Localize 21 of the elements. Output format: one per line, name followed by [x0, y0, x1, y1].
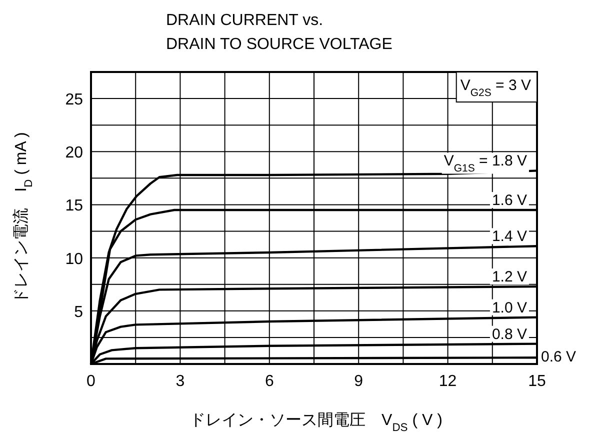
x-tick-label: 9: [354, 373, 364, 390]
series-label: 1.6 V: [492, 192, 527, 210]
series-label: 1.4 V: [492, 228, 527, 246]
x-tick-label: 6: [264, 373, 274, 390]
y-tick-label: 10: [65, 250, 84, 268]
y-tick-label: 25: [65, 92, 84, 109]
y-tick-label: 20: [65, 144, 84, 162]
annotation: V$_{G2S}$ = 3 V: [460, 77, 531, 99]
y-tick-label: 15: [65, 198, 84, 215]
y-tick-label: 5: [74, 304, 84, 321]
x-tick-label: 12: [438, 373, 457, 390]
series-label: 0.8 V: [492, 326, 527, 343]
x-axis-title: ドレイン・ソース間電圧 V$_{DS}$ ( V ): [190, 412, 442, 434]
series-label: 1.0 V: [492, 299, 527, 316]
series-label: V$_{G1S}$ = 1.8 V: [444, 152, 527, 175]
x-tick-label: 0: [86, 373, 96, 390]
x-tick-label: 3: [176, 373, 185, 390]
series-label: 0.6 V: [541, 348, 576, 366]
x-tick-label: 15: [528, 373, 546, 390]
series-label: 1.2 V: [492, 268, 527, 286]
chart-title: DRAIN CURRENT vs. DRAIN TO SOURCE VOLTAGE: [166, 12, 392, 53]
